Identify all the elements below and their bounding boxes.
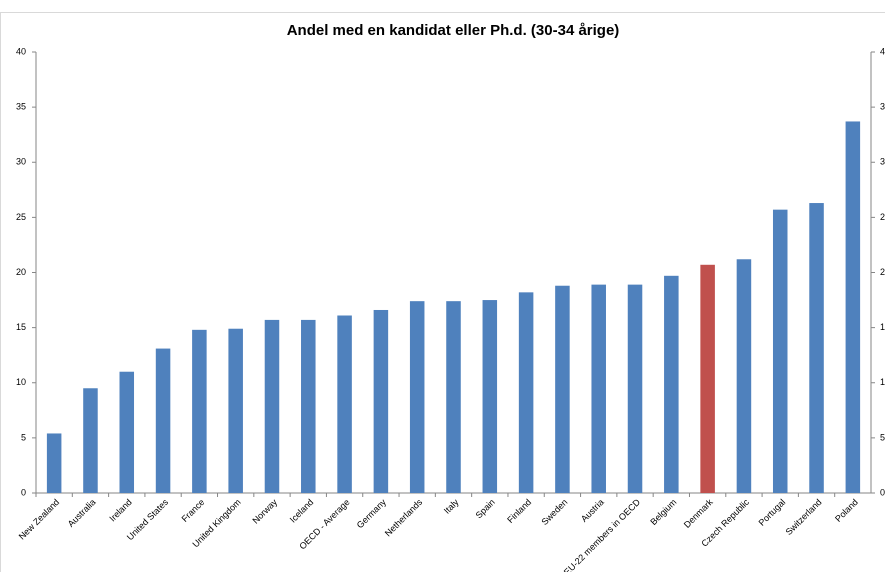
bar [337,315,352,493]
bar [409,301,425,493]
x-tick-label: Belgium [648,497,678,527]
x-tick-label: Finland [505,497,533,525]
y2-tick-label: 20 [880,267,885,277]
bar [555,285,570,493]
y-tick-label: 5 [21,432,26,442]
bar [482,300,498,493]
x-tick-label: Denmark [682,497,715,530]
bar [155,348,171,493]
x-tick-label: Italy [442,497,461,516]
y-tick-label: 35 [16,102,26,112]
bar [228,328,243,493]
y2-tick-label: 30 [880,157,885,167]
x-tick-label: Portugal [757,497,788,528]
y-tick-label: 15 [16,322,26,332]
bar [772,209,788,493]
x-tick-label: Switzerland [784,497,824,537]
bar [700,264,715,493]
y2-tick-label: 0 [880,487,885,497]
y2-tick-label: 40 [880,46,885,56]
y-tick-label: 0 [21,487,26,497]
y2-tick-label: 35 [880,102,885,112]
bar [627,284,643,493]
x-tick-label: Iceland [288,497,316,525]
x-tick-label: Norway [250,497,279,526]
bar [264,319,280,493]
x-tick-label: Ireland [107,497,134,524]
bar [664,275,679,493]
x-tick-label: Australia [66,497,98,529]
x-tick-label: New Zealand [17,497,62,542]
bar [373,309,389,493]
x-tick-label: France [180,497,207,524]
y-tick-label: 10 [16,377,26,387]
bar [301,319,316,493]
bar [446,301,461,493]
y-tick-label: 25 [16,212,26,222]
y-tick-label: 40 [16,46,26,56]
bar [736,259,752,493]
chart-title: Andel med en kandidat eller Ph.d. (30-34… [287,22,620,39]
bar [809,203,824,494]
y2-tick-label: 25 [880,212,885,222]
x-tick-label: Poland [833,497,860,524]
bar [119,371,135,493]
chart-frame [0,12,885,572]
x-tick-label: Sweden [539,497,569,527]
x-tick-label: Austria [579,497,606,524]
y-tick-label: 20 [16,267,26,277]
bar [518,292,534,493]
x-tick-label: EU-22 members in OECD [562,497,643,572]
y2-tick-label: 15 [880,322,885,332]
x-tick-label: Netherlands [383,497,425,539]
x-tick-label: Spain [474,497,497,520]
x-tick-label: Germany [355,497,389,531]
bar [591,284,606,493]
y-tick-label: 30 [16,157,26,167]
bar [83,388,98,493]
bar [46,433,62,493]
y2-tick-label: 5 [880,432,885,442]
y2-tick-label: 10 [880,377,885,387]
bar [192,329,207,493]
bar [845,121,861,494]
